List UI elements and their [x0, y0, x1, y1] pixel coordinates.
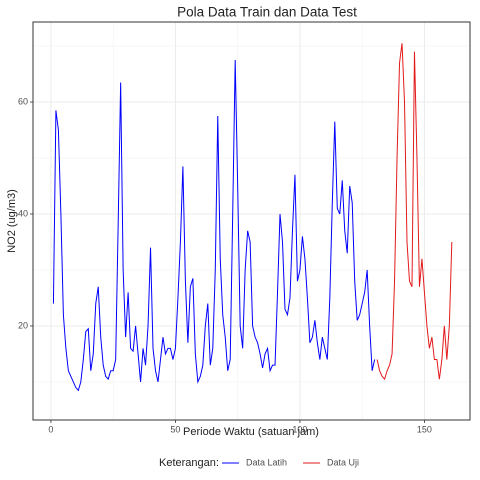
grid: [33, 22, 470, 420]
y-tick-label: 60: [18, 96, 28, 106]
legend-title: Keterangan:: [159, 457, 219, 469]
x-tick-label: 50: [170, 424, 180, 434]
lines: [52, 43, 453, 392]
x-tick-label: 100: [292, 424, 307, 434]
legend: Keterangan: Data Latih Data Uji: [159, 457, 359, 469]
chart-title: Pola Data Train dan Data Test: [177, 5, 357, 20]
x-axis-label: Periode Waktu (satuan jam): [183, 426, 319, 438]
legend-label: Data Latih: [246, 457, 287, 467]
x-tick-label: 0: [48, 424, 53, 434]
x-tick-label: 150: [417, 424, 432, 434]
panel-border: [32, 21, 471, 421]
y-axis-label: NO2 (ug/m3): [6, 189, 18, 253]
series-line: [376, 43, 453, 381]
series-line: [52, 60, 376, 392]
axes: 0 50 100 150 20 40 60: [18, 21, 471, 434]
legend-label: Data Uji: [327, 457, 359, 467]
y-tick-label: 20: [18, 320, 28, 330]
y-tick-label: 40: [18, 208, 28, 218]
